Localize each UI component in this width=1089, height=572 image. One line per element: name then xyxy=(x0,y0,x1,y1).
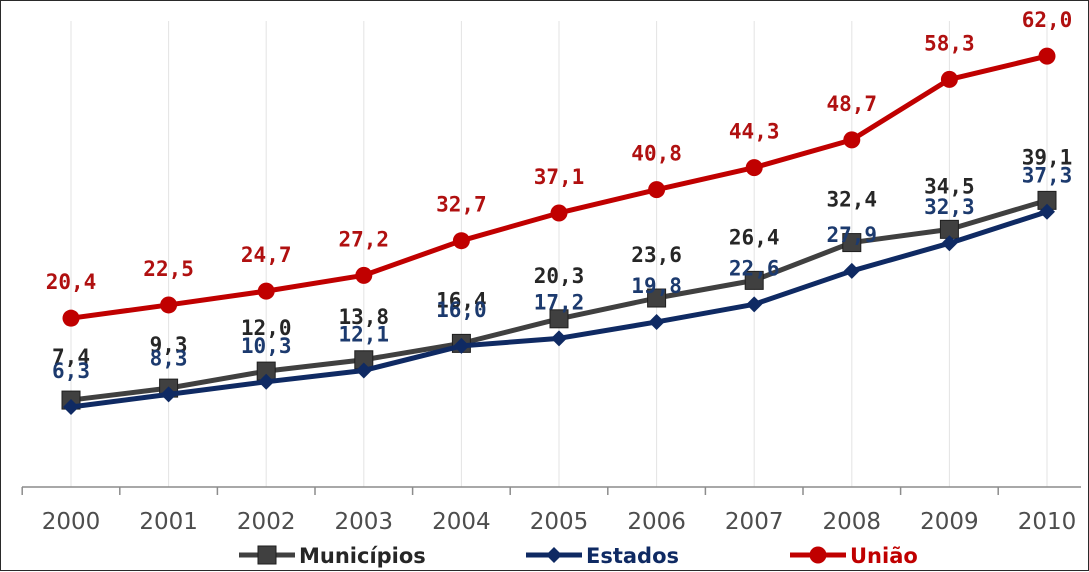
legend-marker-uniao xyxy=(809,546,827,564)
data-label-municipios-2001: 9,3 xyxy=(150,333,188,357)
point-uniao-2005 xyxy=(550,204,568,222)
legend-item-municipios: Municípios xyxy=(239,544,426,568)
point-estados-2001 xyxy=(160,386,177,403)
data-label-uniao-2002: 24,7 xyxy=(241,243,292,267)
data-label-municipios-2000: 7,4 xyxy=(52,345,90,369)
x-tick-label-2004: 2004 xyxy=(432,509,491,535)
point-estados-2007 xyxy=(746,296,763,313)
legend: Municípios Estados União xyxy=(239,544,918,568)
point-municipios-2007 xyxy=(744,270,764,290)
legend-item-uniao: União xyxy=(790,544,918,568)
point-estados-2000 xyxy=(63,399,79,416)
point-municipios-2008 xyxy=(842,233,862,253)
x-tick-label-2001: 2001 xyxy=(139,509,198,535)
x-tick-label-2002: 2002 xyxy=(237,509,296,535)
legend-marker-municipios xyxy=(257,545,277,565)
data-label-municipios-2004: 16,4 xyxy=(436,288,487,312)
point-uniao-2010 xyxy=(1038,47,1056,65)
point-estados-2005 xyxy=(551,330,567,347)
point-uniao-2001 xyxy=(160,296,178,314)
gridlines xyxy=(70,21,1048,487)
point-uniao-2002 xyxy=(257,282,275,300)
data-label-uniao-2010: 62,0 xyxy=(1022,8,1073,32)
x-tick-label-2008: 2008 xyxy=(823,509,882,535)
x-tick-label-2000: 2000 xyxy=(42,509,101,535)
data-label-estados-2000: 6,3 xyxy=(52,359,90,383)
point-uniao-2008 xyxy=(843,131,861,149)
x-tick-label-2006: 2006 xyxy=(627,509,686,535)
data-label-estados-2009: 32,3 xyxy=(924,195,975,219)
data-label-estados-2008: 27,9 xyxy=(827,223,878,247)
legend-item-estados: Estados xyxy=(526,544,679,568)
x-tick-label-2007: 2007 xyxy=(725,509,784,535)
data-label-uniao-2006: 40,8 xyxy=(631,142,682,166)
x-tick-label-2005: 2005 xyxy=(530,509,589,535)
point-uniao-2004 xyxy=(452,232,470,250)
x-tick-label-2009: 2009 xyxy=(920,509,979,535)
point-estados-2010 xyxy=(1039,203,1055,220)
data-label-uniao-2001: 22,5 xyxy=(143,257,194,281)
data-label-municipios-2010: 39,1 xyxy=(1022,145,1073,169)
data-label-estados-2006: 19,8 xyxy=(631,274,682,298)
data-label-uniao-2005: 37,1 xyxy=(534,165,585,189)
point-estados-2006 xyxy=(648,313,665,330)
data-label-uniao-2009: 58,3 xyxy=(924,31,975,55)
data-label-estados-2010: 37,3 xyxy=(1022,164,1073,188)
legend-marker-estados xyxy=(546,547,562,563)
x-axis: 2000 2001 2002 2003 2004 2005 2006 2007 2008 2009… xyxy=(21,486,1081,535)
series-uniao xyxy=(62,47,1056,327)
series-estados xyxy=(63,203,1055,416)
legend-label-municipios: Municípios xyxy=(299,544,426,568)
point-uniao-2003 xyxy=(355,266,373,284)
data-label-estados-2004: 16,0 xyxy=(436,298,487,322)
data-label-estados-2002: 10,3 xyxy=(241,334,292,358)
point-uniao-2007 xyxy=(745,159,763,177)
point-uniao-2000 xyxy=(62,309,80,327)
data-label-uniao-2008: 48,7 xyxy=(827,92,878,116)
point-estados-2008 xyxy=(843,262,860,279)
data-label-uniao-2007: 44,3 xyxy=(729,120,780,144)
data-labels: 7,4 9,3 12,0 13,8 16,4 20,3 23,6 26,4 32,4 34,5 39… xyxy=(46,8,1073,383)
data-label-municipios-2006: 23,6 xyxy=(631,243,682,267)
series-group xyxy=(61,47,1057,416)
point-uniao-2009 xyxy=(940,70,958,88)
data-label-uniao-2003: 27,2 xyxy=(339,227,390,251)
data-label-estados-2003: 12,1 xyxy=(339,322,390,346)
data-label-municipios-2005: 20,3 xyxy=(534,264,585,288)
data-label-municipios-2002: 12,0 xyxy=(241,316,292,340)
data-label-municipios-2007: 26,4 xyxy=(729,225,780,249)
legend-label-estados: Estados xyxy=(586,544,679,568)
point-estados-2003 xyxy=(355,362,372,379)
data-label-estados-2007: 22,6 xyxy=(729,256,780,280)
point-estados-2004 xyxy=(453,337,470,354)
point-uniao-2006 xyxy=(648,181,666,199)
data-label-uniao-2004: 32,7 xyxy=(436,193,487,217)
data-label-uniao-2000: 20,4 xyxy=(46,270,97,294)
x-tick-label-2003: 2003 xyxy=(335,509,394,535)
point-estados-2002 xyxy=(258,373,275,390)
point-municipios-2006 xyxy=(647,288,667,308)
point-estados-2009 xyxy=(941,235,958,252)
legend-label-uniao: União xyxy=(850,544,918,568)
data-label-municipios-2008: 32,4 xyxy=(827,188,878,212)
x-tick-label-2010: 2010 xyxy=(1018,509,1077,535)
point-municipios-2005 xyxy=(549,309,569,329)
data-label-estados-2005: 17,2 xyxy=(534,290,585,314)
data-label-municipios-2009: 34,5 xyxy=(924,174,975,198)
data-label-estados-2001: 8,3 xyxy=(150,346,188,370)
data-label-municipios-2003: 13,8 xyxy=(339,305,390,329)
